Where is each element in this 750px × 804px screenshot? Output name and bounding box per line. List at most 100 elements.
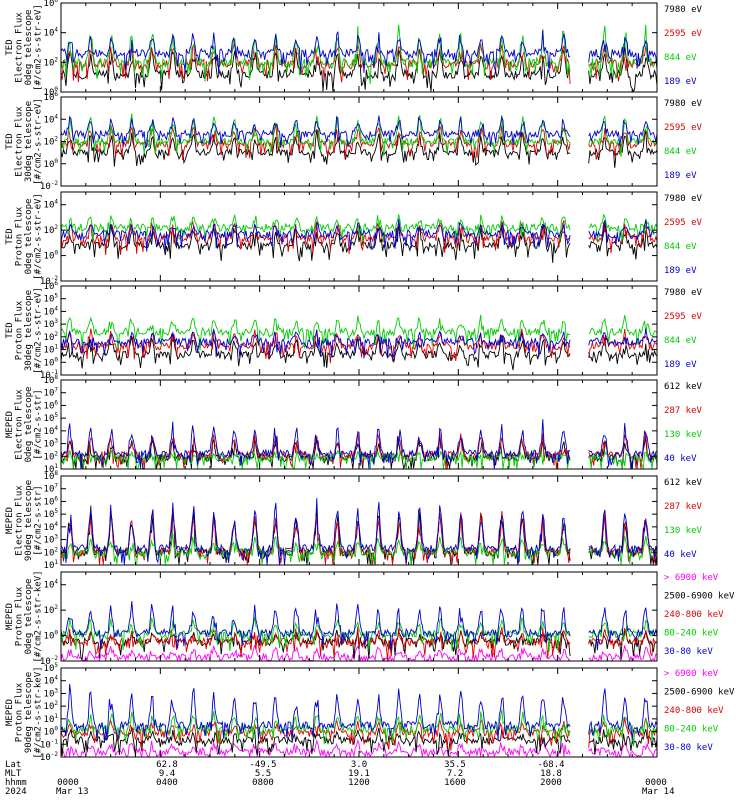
series-line-7-5 (60, 600, 658, 651)
legend-entry-8-3: 240-800 keV (664, 706, 724, 716)
y-tick-exponent: 1 (54, 559, 58, 566)
footer-mlt-value: 19.1 (348, 769, 370, 779)
y-tick-label: 106 (44, 91, 59, 103)
y-tick-label: 102 (44, 331, 59, 343)
footer-lat-value: 35.5 (444, 760, 466, 770)
y-tick-label: 108 (44, 470, 59, 482)
y-tick-exponent: 4 (54, 199, 58, 206)
legend-entry-3-2: 2595 eV (664, 218, 703, 228)
y-axis-label-line: Electron Flux (15, 389, 25, 460)
y-tick-exponent: 0 (54, 86, 58, 93)
y-axis-label-line: 90deg telescope (24, 672, 34, 753)
y-tick-exponent: -2 (51, 275, 59, 282)
y-tick-exponent: 3 (54, 318, 58, 325)
y-axis-label-line: [#/cm2-s-str-keV] (34, 570, 44, 662)
y-axis-label-line: TED (5, 39, 15, 55)
legend-entry-1-2: 2595 eV (664, 29, 703, 39)
y-axis-label-line: 0deg telescope (24, 387, 34, 463)
y-tick-exponent: 1 (54, 344, 58, 351)
panel-frame-4 (60, 285, 658, 376)
y-tick-label: 107 (44, 483, 59, 495)
series-line-5-3 (60, 449, 658, 471)
footer-hhmm-value: 2000 (540, 778, 562, 788)
y-tick-exponent: -1 (51, 369, 59, 376)
y-tick-label: 103 (44, 687, 59, 699)
series-line-5-4 (60, 419, 658, 469)
y-tick-label: 100 (44, 356, 59, 368)
y-tick-exponent: 2 (54, 604, 58, 611)
legend-entry-3-3: 844 eV (664, 242, 697, 252)
series-line-1-4 (60, 30, 658, 74)
y-tick-exponent: 5 (54, 662, 58, 669)
y-tick-label: 104 (44, 425, 59, 437)
y-tick-label: 102 (44, 56, 59, 68)
y-tick-exponent: 2 (54, 224, 58, 231)
y-axis-label-line: 0deg telescope (24, 579, 34, 655)
y-axis-label-line: [#/cm2-s-str-eV] (34, 4, 44, 91)
panel-frame-3 (60, 191, 658, 282)
legend-entry-2-4: 189 eV (664, 171, 697, 181)
footer-row-label: Lat (5, 760, 21, 770)
series-line-6-4 (60, 498, 658, 566)
legend-entry-5-3: 130 keV (664, 430, 703, 440)
y-tick-exponent: 6 (54, 495, 58, 502)
y-axis-label-line: 30deg telescope (24, 290, 34, 371)
y-tick-label: 102 (44, 700, 59, 712)
y-tick-label: 103 (44, 438, 59, 450)
y-tick-exponent: 4 (54, 425, 58, 432)
series-line-2-4 (60, 115, 658, 150)
legend-entry-8-4: 80-240 keV (664, 725, 719, 735)
y-axis-label-line: 90deg telescope (24, 480, 34, 561)
footer-lat-value: -49.5 (249, 760, 276, 770)
y-tick-exponent: -2 (51, 751, 59, 758)
footer-row-label: MLT (5, 769, 22, 779)
legend-entry-6-3: 130 keV (664, 526, 703, 536)
y-tick-label: 103 (44, 318, 59, 330)
y-tick-label: 100 (44, 158, 59, 170)
y-tick-label: 104 (44, 521, 59, 533)
y-tick-label: 106 (44, 280, 59, 292)
y-tick-label: 104 (44, 199, 59, 211)
legend-entry-6-4: 40 keV (664, 550, 697, 560)
footer-lat-value: -68.4 (537, 760, 564, 770)
y-tick-exponent: 1 (54, 713, 58, 720)
legend-entry-1-4: 189 eV (664, 77, 697, 87)
y-tick-exponent: 2 (54, 136, 58, 143)
y-axis-label-line: [#/cm2-s-str] (34, 485, 44, 555)
y-tick-exponent: 8 (54, 470, 58, 477)
legend-entry-6-1: 612 keV (664, 478, 703, 488)
y-tick-exponent: 0 (54, 250, 58, 257)
y-tick-label: 105 (44, 412, 59, 424)
y-axis-label-4: TED Proton Flux 30deg telescope [#/cm2-s-st… (5, 287, 44, 374)
y-axis-label-3: TED Proton Flux 0deg telescope [#/cm2-s-str… (5, 193, 44, 280)
footer-hhmm-value: 0000 (645, 778, 667, 788)
y-tick-exponent: 5 (54, 508, 58, 515)
y-axis-label-line: Electron Flux (15, 106, 25, 177)
footer-row-label: hhmm (5, 778, 27, 788)
series-line-2-2 (60, 124, 658, 160)
y-axis-label-line: Proton Flux (15, 586, 25, 646)
series-line-7-1 (60, 644, 658, 663)
y-axis-label-line: MEPED (5, 507, 15, 534)
y-tick-label: 107 (44, 387, 59, 399)
y-axis-label-line: Electron Flux (15, 12, 25, 83)
y-axis-label-line: [#/cm2-s-str-eV] (34, 98, 44, 185)
footer-hhmm-value: 0000 (57, 778, 79, 788)
legend-entry-6-2: 287 keV (664, 502, 703, 512)
y-tick-exponent: -2 (51, 655, 59, 662)
y-tick-exponent: 3 (54, 534, 58, 541)
y-tick-exponent: 4 (54, 675, 58, 682)
y-tick-label: 104 (44, 579, 59, 591)
y-tick-exponent: 5 (54, 412, 58, 419)
footer-lat-value: 3.0 (351, 760, 367, 770)
footer-mlt-value: 9.4 (159, 769, 175, 779)
footer-date-end: Mar 14 (642, 787, 675, 797)
y-tick-label: 102 (44, 604, 59, 616)
y-axis-label-line: [#/cm2-s-str-keV] (34, 666, 44, 758)
series-line-4-2 (60, 328, 658, 364)
y-axis-label-line: Proton Flux (15, 300, 25, 360)
legend-entry-4-3: 844 eV (664, 336, 697, 346)
